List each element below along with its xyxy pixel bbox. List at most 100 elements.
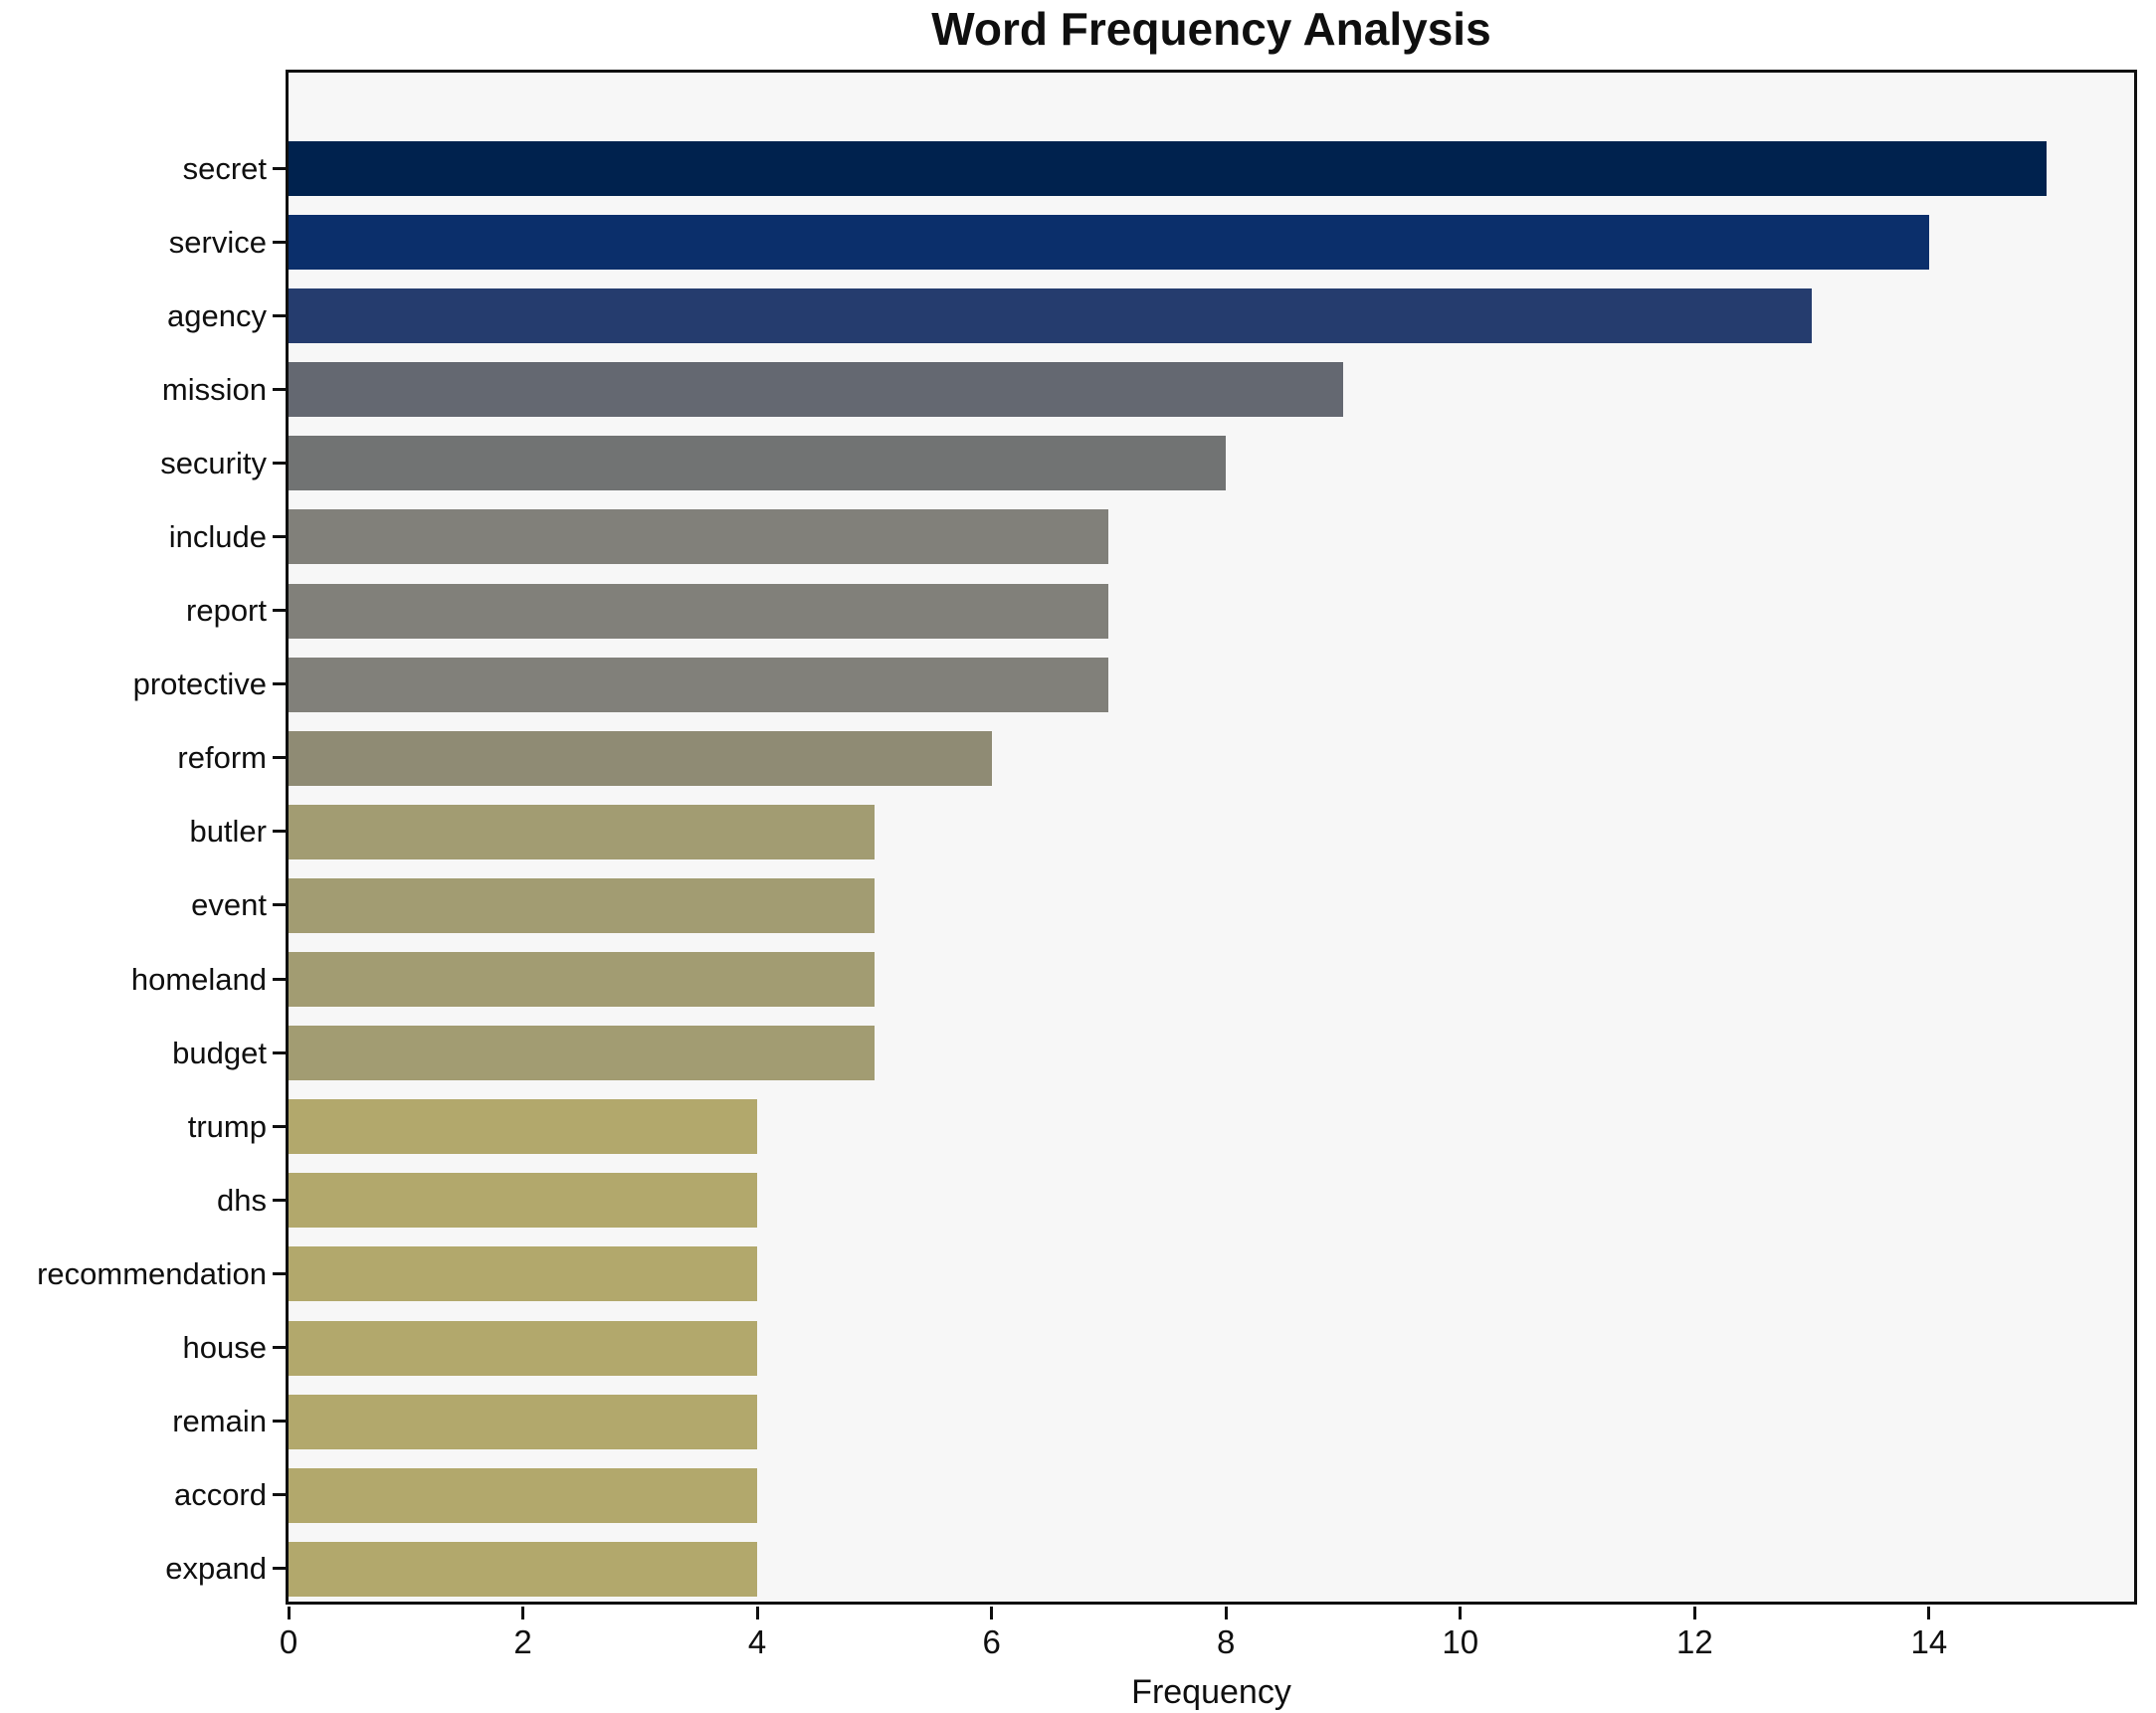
bar-row: protective xyxy=(133,657,2134,712)
x-tick-mark xyxy=(1692,1607,1696,1619)
bars-container: secret service agency mission security includ… xyxy=(37,73,2134,1602)
x-tick-label: 14 xyxy=(1910,1623,1948,1660)
y-tick-mark xyxy=(273,977,286,981)
y-tick-mark xyxy=(273,682,286,686)
y-tick-mark xyxy=(273,534,286,538)
y-tick-label: secret xyxy=(182,150,267,186)
bar-row: agency xyxy=(167,288,2134,344)
bar-row: house xyxy=(183,1320,2134,1376)
y-tick-mark xyxy=(273,461,286,465)
bar-accord xyxy=(289,1467,758,1523)
x-tick-mark xyxy=(990,1607,994,1619)
bar-row: budget xyxy=(172,1026,2134,1081)
bar-row: service xyxy=(169,215,2134,271)
plot-area: secret service agency mission security includ… xyxy=(37,70,2137,1711)
y-tick-label: agency xyxy=(167,297,267,333)
y-tick-label: mission xyxy=(161,371,267,407)
y-tick-label: service xyxy=(168,224,267,260)
x-tick-label: 6 xyxy=(982,1623,1001,1660)
bar-house xyxy=(289,1320,758,1376)
bar-mission xyxy=(289,362,1343,418)
y-tick-mark xyxy=(273,1420,286,1424)
bar-homeland xyxy=(289,952,875,1008)
bar-report xyxy=(289,583,1109,639)
y-tick-label: house xyxy=(182,1330,267,1365)
y-tick-mark xyxy=(273,1124,286,1128)
bar-row: homeland xyxy=(131,952,2134,1008)
bar-recommendation xyxy=(289,1246,758,1302)
x-tick-mark xyxy=(1459,1607,1463,1619)
bar-row: accord xyxy=(174,1467,2134,1523)
y-tick-label: remain xyxy=(172,1404,267,1439)
y-tick-mark xyxy=(273,1567,286,1571)
bar-trump xyxy=(289,1099,758,1155)
x-tick-label: 10 xyxy=(1442,1623,1479,1660)
bar-reform xyxy=(289,730,992,786)
y-tick-mark xyxy=(273,756,286,760)
y-tick-label: security xyxy=(160,445,267,480)
bar-service xyxy=(289,215,1929,271)
x-tick-label: 12 xyxy=(1675,1623,1713,1660)
x-tick-label: 4 xyxy=(747,1623,767,1660)
y-tick-label: homeland xyxy=(130,961,267,997)
y-tick-label: expand xyxy=(165,1551,267,1587)
bar-butler xyxy=(289,804,875,859)
y-tick-mark xyxy=(273,1346,286,1349)
bar-secret xyxy=(289,141,2047,196)
y-tick-mark xyxy=(273,609,286,613)
y-tick-mark xyxy=(273,1198,286,1202)
bar-event xyxy=(289,877,875,933)
bar-row: dhs xyxy=(217,1173,2134,1229)
y-tick-label: budget xyxy=(172,1035,267,1070)
y-tick-mark xyxy=(273,313,286,317)
x-tick-mark xyxy=(1927,1607,1931,1619)
bar-remain xyxy=(289,1394,758,1449)
bar-row: secret xyxy=(183,141,2134,196)
y-tick-mark xyxy=(273,166,286,170)
y-tick-label: reform xyxy=(177,740,267,776)
y-tick-mark xyxy=(273,240,286,244)
x-tick-mark xyxy=(521,1607,525,1619)
bar-agency xyxy=(289,288,1813,344)
bar-row: include xyxy=(169,509,2134,565)
y-tick-mark xyxy=(273,387,286,391)
x-tick-mark xyxy=(1224,1607,1228,1619)
bar-row: trump xyxy=(188,1099,2134,1155)
bar-row: mission xyxy=(162,362,2134,418)
bar-row: remain xyxy=(172,1394,2134,1449)
y-tick-label: recommendation xyxy=(37,1255,267,1291)
y-tick-label: include xyxy=(168,518,267,554)
bar-security xyxy=(289,436,1227,491)
y-tick-label: event xyxy=(191,887,267,923)
y-tick-mark xyxy=(273,1050,286,1054)
x-tick-label: 0 xyxy=(279,1623,298,1660)
bar-row: event xyxy=(191,877,2134,933)
chart-title: Word Frequency Analysis xyxy=(931,3,1491,55)
bar-row: recommendation xyxy=(37,1246,2134,1302)
bar-row: reform xyxy=(177,730,2134,786)
y-tick-mark xyxy=(273,1493,286,1497)
y-tick-mark xyxy=(273,830,286,834)
y-tick-label: report xyxy=(186,593,267,629)
y-tick-mark xyxy=(273,903,286,907)
y-tick-mark xyxy=(273,1271,286,1275)
bar-budget xyxy=(289,1026,875,1081)
bar-row: report xyxy=(186,583,2134,639)
x-tick-mark xyxy=(755,1607,759,1619)
x-tick-label: 2 xyxy=(513,1623,532,1660)
bar-include xyxy=(289,509,1109,565)
bar-row: butler xyxy=(189,804,2134,859)
bar-row: expand xyxy=(165,1541,2134,1597)
y-tick-label: dhs xyxy=(217,1182,267,1218)
y-tick-label: trump xyxy=(187,1108,267,1144)
bar-dhs xyxy=(289,1173,758,1229)
y-tick-label: accord xyxy=(173,1477,267,1513)
bar-expand xyxy=(289,1541,758,1597)
x-tick-label: 8 xyxy=(1217,1623,1236,1660)
x-axis-label: Frequency xyxy=(1131,1673,1291,1711)
bar-row: security xyxy=(160,436,2134,491)
bar-protective xyxy=(289,657,1109,712)
y-tick-label: protective xyxy=(132,666,267,702)
x-tick-mark xyxy=(287,1607,291,1619)
